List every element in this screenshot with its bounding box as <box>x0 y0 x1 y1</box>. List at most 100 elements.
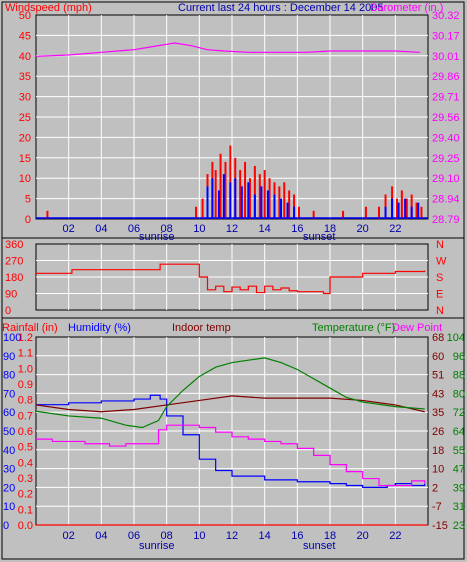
humidity-tick: 70 <box>3 388 15 400</box>
windspeed-tick: 30 <box>19 92 31 104</box>
x-tick-top: 10 <box>193 223 205 235</box>
x-tick-top: 20 <box>357 223 369 235</box>
windspeed-tick: 5 <box>25 194 31 206</box>
temperature-line <box>35 357 425 429</box>
temperature-label: Temperature (°F) <box>312 322 395 334</box>
series-layer <box>35 42 428 526</box>
barometer-tick: 30.17 <box>432 30 460 42</box>
compass-tick: W <box>436 256 447 268</box>
humidity-tick: 0 <box>3 520 9 532</box>
barometer-tick: 29.40 <box>432 132 460 144</box>
temperature-tick: 47 <box>453 464 465 476</box>
temperature-tick: 96 <box>453 351 465 363</box>
chart-title: Current last 24 hours : December 14 2005 <box>178 2 383 14</box>
rainfall-tick: 0.1 <box>18 504 33 516</box>
humidity-tick: 50 <box>3 426 15 438</box>
humidity-tick: 90 <box>3 351 15 363</box>
x-tick-bottom: 04 <box>95 530 107 542</box>
barometer-tick: 29.25 <box>432 153 460 165</box>
sunset-label-bottom: sunset <box>303 540 335 552</box>
windspeed-tick: 20 <box>19 132 31 144</box>
direction-line <box>36 263 426 295</box>
indoor-tick: 10 <box>432 464 444 476</box>
windspeed-label: Windspeed (mph) <box>5 2 92 14</box>
rainfall-tick: 0.7 <box>18 410 33 422</box>
tick-labels: 0202040406060808101012121414161618182020… <box>3 10 465 542</box>
temperature-tick: 64 <box>453 426 465 438</box>
temperature-tick: 72 <box>453 407 465 419</box>
sunrise-label-top: sunrise <box>139 231 174 243</box>
barometer-tick: 29.10 <box>432 173 460 185</box>
x-tick-bottom: 12 <box>226 530 238 542</box>
x-tick-top: 08 <box>161 223 173 235</box>
temperature-tick: 104 <box>447 332 465 344</box>
x-tick-top: 22 <box>389 223 401 235</box>
x-tick-bottom: 02 <box>63 530 75 542</box>
humidity-tick: 10 <box>3 501 15 513</box>
indoor-tick: -7 <box>432 501 442 513</box>
x-tick-bottom: 22 <box>389 530 401 542</box>
x-tick-bottom: 14 <box>259 530 271 542</box>
rainfall-label: Rainfall (in) <box>2 322 58 334</box>
indoor-tick: 18 <box>432 445 444 457</box>
windspeed-tick: 25 <box>19 112 31 124</box>
humidity-label: Humidity (%) <box>68 322 131 334</box>
x-tick-top: 14 <box>259 223 271 235</box>
rainfall-tick: 0.4 <box>18 457 33 469</box>
barometer-tick: 28.94 <box>432 194 460 206</box>
indoor-tick: -15 <box>432 520 448 532</box>
rainfall-tick: 1.1 <box>18 348 33 360</box>
x-tick-top: 04 <box>95 223 107 235</box>
barometer-line <box>35 42 420 57</box>
rainfall-tick: 0.8 <box>18 395 33 407</box>
direction-tick: 270 <box>5 256 23 268</box>
rainfall-tick: 0.3 <box>18 473 33 485</box>
indoor-line <box>35 395 425 413</box>
direction-tick: 90 <box>5 289 17 301</box>
indoor-tick: 68 <box>432 332 444 344</box>
windspeed-tick: 10 <box>19 173 31 185</box>
x-tick-top: 18 <box>324 223 336 235</box>
indoor-tick: 26 <box>432 426 444 438</box>
x-tick-bottom: 06 <box>128 530 140 542</box>
sunrise-label-bottom: sunrise <box>139 540 174 552</box>
compass-tick: N <box>436 239 444 251</box>
barometer-tick: 30.01 <box>432 51 460 63</box>
windspeed-tick: 35 <box>19 71 31 83</box>
humidity-tick: 80 <box>3 370 15 382</box>
barometer-label: Barometer (in.) <box>370 2 443 14</box>
x-tick-top: 02 <box>63 223 75 235</box>
indoor-label: Indoor temp <box>172 322 231 334</box>
humidity-tick: 20 <box>3 482 15 494</box>
humidity-tick: 40 <box>3 445 15 457</box>
x-tick-bottom: 18 <box>324 530 336 542</box>
x-tick-top: 12 <box>226 223 238 235</box>
rainfall-tick: 0.6 <box>18 426 33 438</box>
x-tick-bottom: 16 <box>291 530 303 542</box>
windspeed-tick: 40 <box>19 51 31 63</box>
temperature-tick: 23 <box>453 520 465 532</box>
dewpoint-label: Dew Point <box>392 322 442 334</box>
rainfall-tick: 1.2 <box>18 332 33 344</box>
indoor-tick: 51 <box>432 370 444 382</box>
bottom-panel-frame <box>1 317 465 560</box>
rainfall-tick: 1.0 <box>18 363 33 375</box>
rainfall-tick: 0.5 <box>18 442 33 454</box>
humidity-tick: 100 <box>3 332 21 344</box>
windspeed-tick: 15 <box>19 153 31 165</box>
x-tick-top: 06 <box>128 223 140 235</box>
x-tick-bottom: 20 <box>357 530 369 542</box>
rainfall-tick: 0.2 <box>18 489 33 501</box>
direction-tick: 360 <box>5 239 23 251</box>
compass-tick: E <box>436 289 443 301</box>
barometer-tick: 29.56 <box>432 112 460 124</box>
barometer-tick: 28.79 <box>432 214 460 226</box>
direction-tick: 180 <box>5 272 23 284</box>
barometer-tick: 29.86 <box>432 71 460 83</box>
x-tick-top: 16 <box>291 223 303 235</box>
grid-lines <box>36 15 428 525</box>
temperature-tick: 80 <box>453 388 465 400</box>
compass-tick: S <box>436 272 443 284</box>
humidity-tick: 60 <box>3 407 15 419</box>
humidity-line <box>36 394 426 488</box>
